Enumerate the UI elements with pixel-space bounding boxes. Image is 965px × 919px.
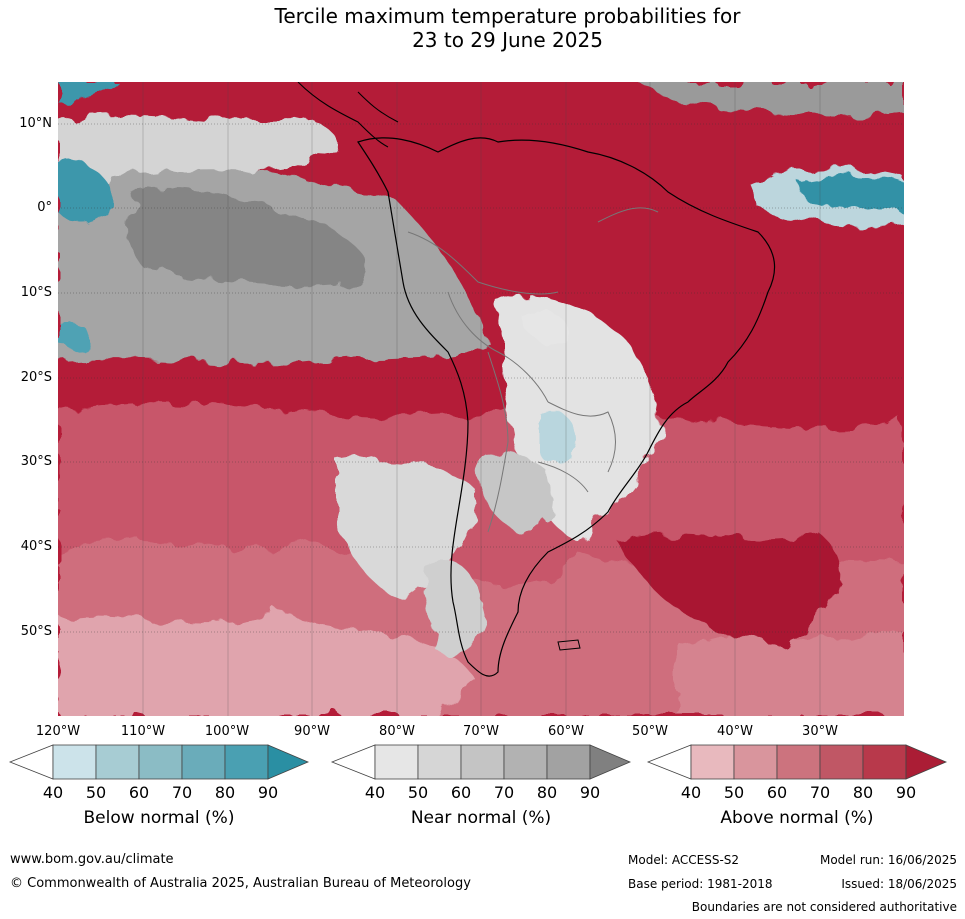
footer-model: Model: ACCESS-S2: [628, 853, 740, 867]
zone-near-pacific-light: [58, 114, 335, 192]
cb-above-tick: 60: [766, 783, 788, 802]
central-america-coastline: [297, 82, 399, 148]
lon-label-100w: 100°W: [204, 724, 250, 739]
cb-above-seg-0: [646, 744, 692, 780]
cb-above-tick: 70: [809, 783, 831, 802]
cb-above-seg-6: [905, 744, 948, 780]
footer-model-run: Model run: 16/06/2025: [819, 853, 957, 867]
footer-copyright: © Commonwealth of Australia 2025, Austra…: [10, 876, 471, 891]
lat-label-50s: 50°S: [20, 624, 52, 639]
cb-above-tick: 40: [680, 783, 702, 802]
cb-above-seg-4: [819, 744, 864, 780]
zone-above-40-east: [678, 632, 904, 716]
title-line-2: 23 to 29 June 2025: [412, 28, 603, 52]
cb-near-tick: 50: [407, 783, 429, 802]
zone-below-northwest: [58, 82, 118, 102]
zone-near-pacific-dark: [124, 189, 366, 287]
lon-label-60w: 60°W: [548, 724, 584, 739]
lat-label-30s: 30°S: [20, 454, 52, 469]
colorbar-above-title: Above normal (%): [720, 808, 874, 828]
cb-above-tick: 90: [895, 783, 917, 802]
cb-near-tick: 70: [493, 783, 515, 802]
cb-below-tick: 70: [171, 783, 193, 802]
cb-below-seg-0: [8, 744, 54, 780]
footer-issued: Issued: 18/06/2025: [841, 877, 957, 891]
zone-below-atlantic-core: [798, 176, 904, 209]
zone-near-continent-grey: [478, 451, 551, 534]
title-line-1: Tercile maximum temperature probabilitie…: [274, 4, 741, 28]
colorbar-below-normal: [8, 744, 310, 780]
cb-near-tick: 80: [536, 783, 558, 802]
cb-below-seg-3: [138, 744, 183, 780]
cb-near-seg-2: [417, 744, 462, 780]
cb-near-seg-6: [589, 744, 632, 780]
meridians: [142, 82, 821, 716]
zone-near-patagonia: [426, 559, 488, 656]
cb-below-seg-6: [267, 744, 310, 780]
lon-label-80w: 80°W: [379, 724, 415, 739]
cb-near-seg-3: [460, 744, 505, 780]
cb-near-seg-1: [374, 744, 419, 780]
cb-above-tick: 50: [723, 783, 745, 802]
cb-above-seg-3: [776, 744, 821, 780]
cb-below-tick: 40: [42, 783, 64, 802]
cb-below-seg-4: [181, 744, 226, 780]
cb-near-seg-5: [546, 744, 591, 780]
colorbar-near-title: Near normal (%): [410, 808, 552, 828]
lat-label-10n: 10°N: [19, 116, 52, 131]
lon-label-50w: 50°W: [632, 724, 668, 739]
cb-below-tick: 90: [257, 783, 279, 802]
lon-label-120w: 120°W: [35, 724, 81, 739]
footer-website[interactable]: www.bom.gov.au/climate: [10, 852, 174, 867]
lat-label-40s: 40°S: [20, 539, 52, 554]
zone-above-90: [618, 532, 839, 642]
zone-above-40: [58, 612, 478, 716]
cb-above-tick: 80: [852, 783, 874, 802]
colorbar-below-title: Below normal (%): [83, 808, 235, 828]
zone-below-west: [58, 160, 110, 224]
cb-below-seg-5: [224, 744, 269, 780]
cb-above-seg-5: [862, 744, 907, 780]
cb-near-tick: 60: [450, 783, 472, 802]
lon-label-110w: 110°W: [120, 724, 166, 739]
cb-near-tick: 90: [579, 783, 601, 802]
cb-below-seg-2: [95, 744, 140, 780]
zone-below-continent: [538, 409, 578, 463]
country-borders: [407, 207, 659, 533]
lon-label-30w: 30°W: [802, 724, 838, 739]
probability-map: [58, 82, 904, 716]
zone-below-pacific-south: [58, 321, 91, 350]
cb-near-seg-0: [330, 744, 376, 780]
cb-below-tick: 50: [85, 783, 107, 802]
lon-label-40w: 40°W: [717, 724, 753, 739]
zone-near-north-atlantic: [638, 82, 904, 117]
zone-white-brazil: [518, 309, 570, 346]
lon-label-70w: 70°W: [463, 724, 499, 739]
cb-below-seg-1: [52, 744, 97, 780]
lon-label-90w: 90°W: [294, 724, 330, 739]
lat-label-10s: 10°S: [20, 285, 52, 300]
cb-below-tick: 80: [214, 783, 236, 802]
cb-near-seg-4: [503, 744, 548, 780]
cb-near-tick: 40: [364, 783, 386, 802]
lat-label-0: 0°: [37, 200, 52, 215]
cb-above-seg-2: [733, 744, 778, 780]
colorbar-above-normal: [646, 744, 948, 780]
south-america-coastline: [357, 137, 776, 677]
cb-above-seg-1: [690, 744, 735, 780]
colorbar-near-normal: [330, 744, 632, 780]
map-title: Tercile maximum temperature probabilitie…: [0, 4, 965, 52]
cb-below-tick: 60: [128, 783, 150, 802]
lat-label-20s: 20°S: [20, 370, 52, 385]
falklands: [557, 639, 581, 651]
footer-disclaimer: Boundaries are not considered authoritat…: [691, 900, 957, 914]
footer-base-period: Base period: 1981-2018: [628, 877, 773, 891]
